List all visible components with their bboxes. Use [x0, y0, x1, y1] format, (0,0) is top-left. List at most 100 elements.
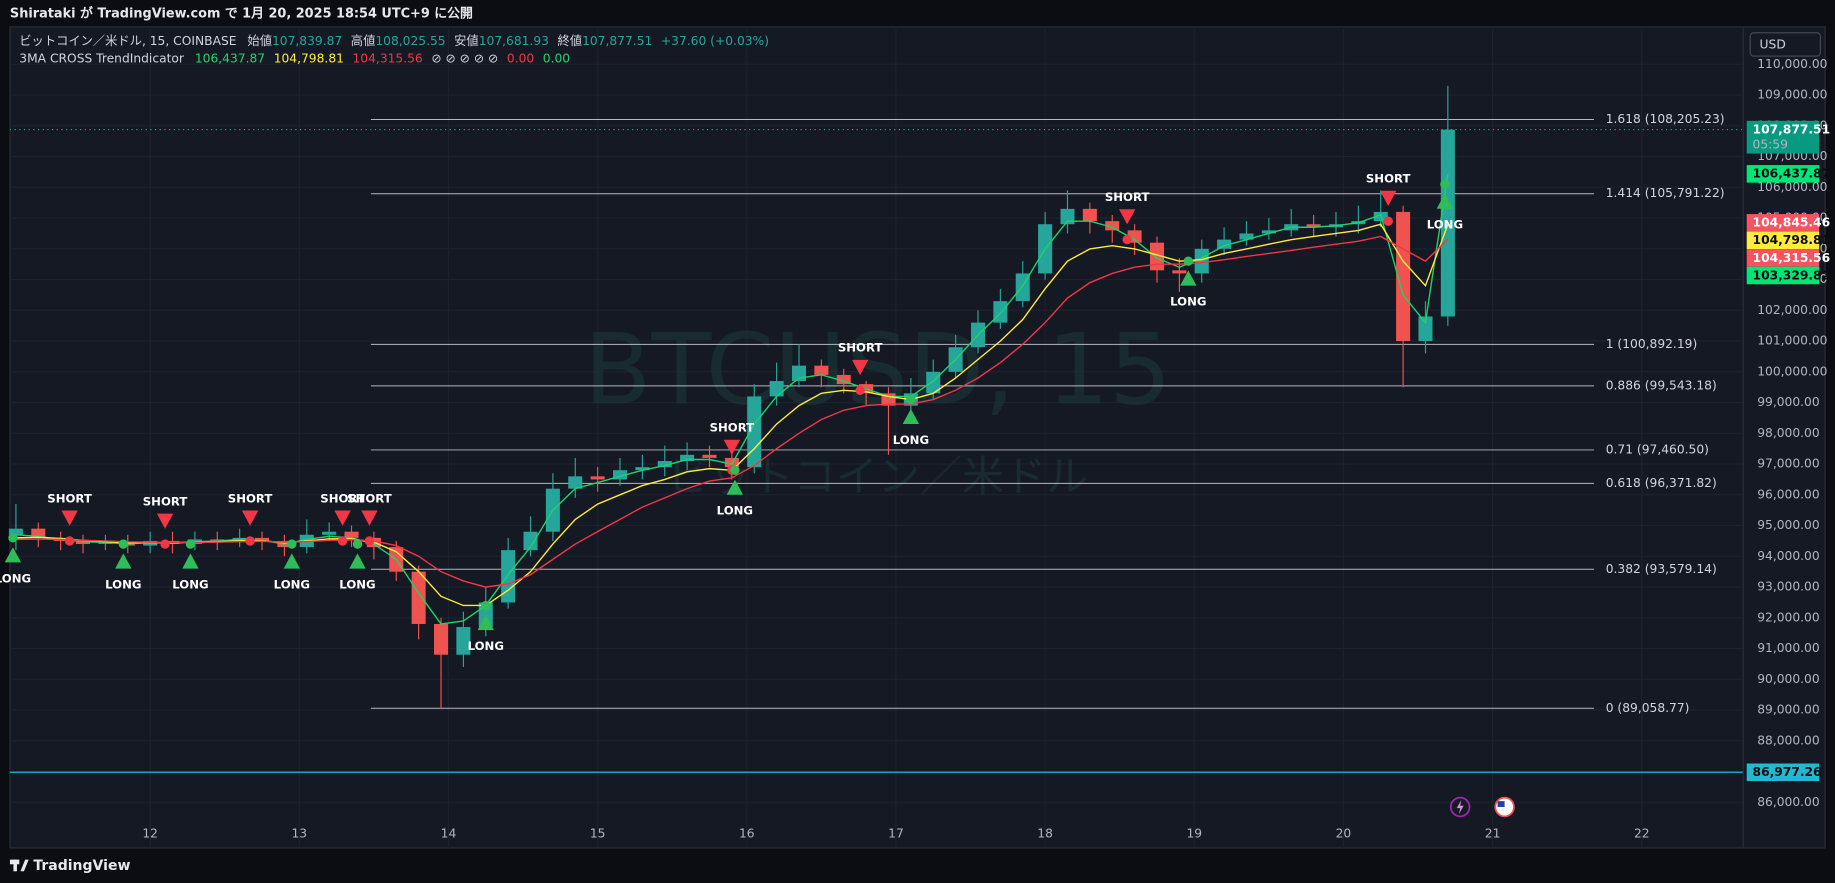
y-tick-label: 86,000.00: [1757, 795, 1819, 809]
candle-body: [568, 476, 583, 489]
signal-dot: [352, 539, 363, 549]
y-tick-label: 100,000.00: [1757, 364, 1827, 378]
x-tick-label: 13: [292, 826, 308, 840]
candle-body: [1440, 129, 1455, 317]
event-icon-bolt: [1456, 799, 1464, 814]
x-tick-label: 19: [1186, 826, 1202, 840]
candle-body: [702, 454, 717, 458]
y-tick-label: 109,000.00: [1757, 88, 1827, 102]
legend-indicator: 3MA CROSS TrendIndicator 106,437.87 104,…: [19, 51, 570, 65]
candle-body: [1261, 230, 1276, 234]
candle-body: [1194, 248, 1209, 274]
signal-dot: [855, 385, 865, 395]
y-tick-label: 91,000.00: [1757, 641, 1819, 655]
price-tag-label: 106,437.87: [1753, 167, 1831, 181]
price-tag: [1746, 266, 1820, 285]
candle-body: [98, 542, 113, 545]
legend-label: 終値: [558, 32, 583, 47]
legend-label: 始値: [247, 32, 272, 47]
fib-level-label: 0.382 (93,579.14): [1606, 562, 1717, 576]
signal-marker: [1380, 190, 1397, 206]
candle-body: [612, 470, 628, 480]
signal-marker: [902, 408, 920, 425]
signal-dot: [906, 394, 916, 405]
signal-marker: [361, 510, 378, 526]
currency-button[interactable]: [1749, 32, 1821, 57]
signal-marker: [1118, 209, 1136, 225]
logo-part: [13, 859, 17, 872]
fib-level-label: 0.71 (97,460.50): [1606, 442, 1709, 456]
signal-dot: [64, 536, 75, 546]
candle-body: [1418, 316, 1433, 342]
y-tick-label: 110,000.00: [1757, 57, 1827, 71]
candle-body: [523, 531, 538, 551]
signal-label: SHORT: [838, 341, 883, 355]
signal-marker: [334, 510, 351, 526]
candle-body: [635, 467, 650, 471]
y-tick-label: 96,000.00: [1757, 487, 1819, 501]
signal-dot: [1183, 256, 1193, 266]
legend-label: 高値: [351, 32, 376, 47]
signal-dot: [185, 539, 196, 549]
candle-body: [31, 528, 46, 538]
event-icon[interactable]: [1449, 796, 1471, 818]
signal-dot: [364, 536, 375, 546]
y-tick-label: 90,000.00: [1757, 672, 1819, 686]
signal-dot: [1122, 234, 1132, 245]
signal-label: LONG: [893, 433, 929, 447]
candle-body: [1060, 208, 1075, 225]
indicator-value: 0.00: [507, 51, 534, 65]
y-tick-label: 89,000.00: [1757, 703, 1819, 717]
chart-panel: [9, 26, 1826, 849]
y-tick-label: 106,000.00: [1757, 180, 1827, 194]
logo-part: [20, 859, 29, 872]
signal-label: LONG: [1427, 218, 1463, 232]
plot: 1.618 (108,205.23) 1.414 (105,791.22) 1 (1…: [0, 85, 1744, 773]
signal-marker: [477, 614, 494, 631]
publisher-line: Shirataki が TradingView.com で 1月 20, 202…: [10, 6, 473, 22]
fib-level-label: 0.618 (96,371.82): [1606, 476, 1717, 490]
y-tick-label: 95,000.00: [1757, 518, 1819, 532]
candle-body: [1172, 270, 1187, 274]
candle-body: [76, 540, 91, 545]
indicator-name: 3MA CROSS TrendIndicator: [19, 51, 185, 65]
signal-dot: [1440, 179, 1450, 189]
x-tick-label: 20: [1336, 826, 1352, 840]
candle-body: [1217, 239, 1232, 249]
signal-marker: [349, 553, 366, 569]
legend-change: +37.60 (+0.03%): [661, 33, 769, 47]
legend-label: 安値: [454, 32, 479, 47]
price-tag: [1746, 249, 1820, 267]
candle-body: [1396, 211, 1411, 342]
signal-marker: [182, 553, 199, 569]
fib-level-label: 0.886 (99,543.18): [1606, 378, 1717, 392]
candle-body: [210, 539, 225, 541]
y-tick-label: 99,000.00: [1757, 395, 1819, 409]
legend-symbol: ビットコイン／米ドル, 15, COINBASE: [19, 33, 236, 47]
signal-dot: [8, 533, 18, 543]
signal-dot: [730, 465, 740, 475]
y-tick-label: 98,000.00: [1757, 426, 1819, 440]
candle-body: [769, 381, 784, 397]
signal-label: SHORT: [320, 491, 365, 505]
signal-dot: [287, 539, 297, 549]
signal-marker: [241, 510, 259, 526]
signal-label: LONG: [105, 577, 141, 591]
candle-body: [344, 531, 359, 538]
y-tick-label: 101,000.00: [1757, 334, 1827, 348]
candle-body: [411, 571, 426, 624]
indicator-value: 104,315.56: [353, 51, 423, 65]
currency-label[interactable]: USD: [1760, 38, 1786, 52]
price-tag-label: 104,315.56: [1753, 251, 1831, 265]
candle-body: [1306, 224, 1321, 228]
signal-label: SHORT: [1105, 190, 1150, 204]
candle-body: [1239, 233, 1254, 240]
candle-body: [255, 537, 270, 541]
y-tick-label: 88,000.00: [1757, 733, 1819, 747]
candle-body: [657, 460, 672, 468]
indicator-icons: ⊘ ⊘ ⊘ ⊘ ⊘: [431, 51, 498, 65]
price-tag: [1746, 120, 1820, 154]
x-tick-label: 22: [1634, 826, 1650, 840]
price-tag-label: 104,798.81: [1753, 233, 1831, 247]
